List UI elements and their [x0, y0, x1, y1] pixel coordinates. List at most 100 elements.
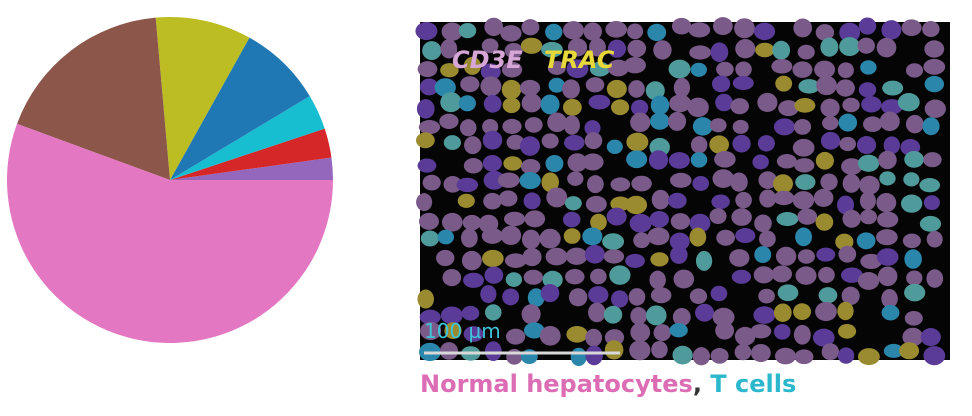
cell	[690, 62, 707, 77]
cell	[626, 150, 648, 169]
cell	[520, 136, 540, 156]
cell	[797, 249, 815, 264]
cell	[716, 229, 735, 246]
cell	[524, 117, 543, 133]
cell	[648, 150, 669, 170]
cell	[521, 93, 542, 113]
cell	[793, 18, 813, 38]
cell	[793, 324, 811, 345]
cell	[922, 117, 940, 136]
cell	[609, 265, 631, 285]
cell	[417, 289, 434, 309]
cell	[771, 58, 793, 74]
cell	[519, 171, 541, 190]
cell	[794, 349, 814, 365]
cell	[840, 267, 863, 283]
cell	[440, 92, 462, 113]
cell	[692, 117, 713, 136]
cell	[792, 191, 815, 210]
caption-hepatocytes: Normal hepatocytes	[420, 370, 693, 398]
cell	[630, 112, 651, 133]
caption: Normal hepatocytes, T cells	[420, 370, 796, 398]
cell	[750, 324, 772, 339]
cell	[501, 61, 523, 78]
cell	[541, 172, 559, 193]
cell	[503, 211, 526, 227]
cell	[774, 347, 796, 365]
pie-slice	[6, 123, 333, 344]
cell	[730, 172, 748, 192]
cell	[631, 175, 652, 192]
cell	[669, 232, 690, 251]
cell	[437, 229, 454, 245]
cell	[878, 150, 897, 170]
cell	[631, 99, 649, 116]
cell	[904, 249, 922, 269]
cell	[564, 134, 585, 151]
cell	[797, 44, 815, 60]
cell	[857, 154, 880, 172]
marker-label: TRAC	[544, 46, 615, 74]
cell	[735, 61, 752, 78]
cell	[562, 79, 580, 99]
cell	[816, 75, 837, 96]
cell	[776, 212, 799, 227]
cell	[881, 99, 903, 115]
cell	[879, 111, 900, 132]
cell	[500, 225, 522, 246]
cell	[645, 81, 665, 101]
cell	[842, 209, 861, 228]
cell	[861, 96, 882, 113]
cell	[753, 22, 776, 41]
cell	[820, 173, 838, 191]
cell	[626, 132, 649, 152]
cell	[500, 25, 522, 42]
cell	[461, 250, 482, 271]
cell	[798, 79, 820, 94]
cell	[582, 227, 603, 246]
cell	[904, 151, 924, 168]
cell	[590, 268, 607, 285]
cell	[672, 345, 693, 365]
cell	[715, 321, 735, 340]
cell	[606, 79, 627, 99]
cell	[879, 171, 896, 186]
cell	[566, 59, 589, 79]
cell	[881, 289, 898, 309]
cell	[524, 210, 546, 228]
cell	[881, 304, 900, 321]
cell	[521, 229, 541, 250]
cell	[778, 100, 799, 117]
cell	[924, 40, 945, 58]
pie-slice	[155, 17, 250, 181]
cell	[548, 77, 565, 93]
cell	[712, 17, 733, 36]
cell	[672, 307, 691, 327]
cell	[922, 21, 940, 38]
cell	[842, 173, 861, 193]
cell	[606, 207, 627, 226]
cell	[692, 176, 710, 191]
cell	[459, 119, 477, 137]
cell	[876, 193, 897, 213]
cell	[497, 172, 520, 188]
cell	[562, 21, 585, 40]
cell	[566, 325, 588, 343]
cell	[752, 154, 769, 170]
cell	[883, 343, 904, 358]
cell	[611, 99, 630, 116]
cell	[540, 94, 560, 115]
cell	[625, 195, 648, 215]
cell	[734, 344, 752, 361]
cell	[860, 253, 883, 270]
cell	[442, 269, 462, 287]
cell	[570, 347, 587, 367]
cell	[584, 120, 601, 136]
cell	[777, 284, 799, 302]
cell	[757, 135, 775, 152]
cell	[876, 248, 899, 266]
cell	[481, 38, 499, 54]
cell	[837, 62, 854, 79]
cell	[564, 196, 582, 211]
